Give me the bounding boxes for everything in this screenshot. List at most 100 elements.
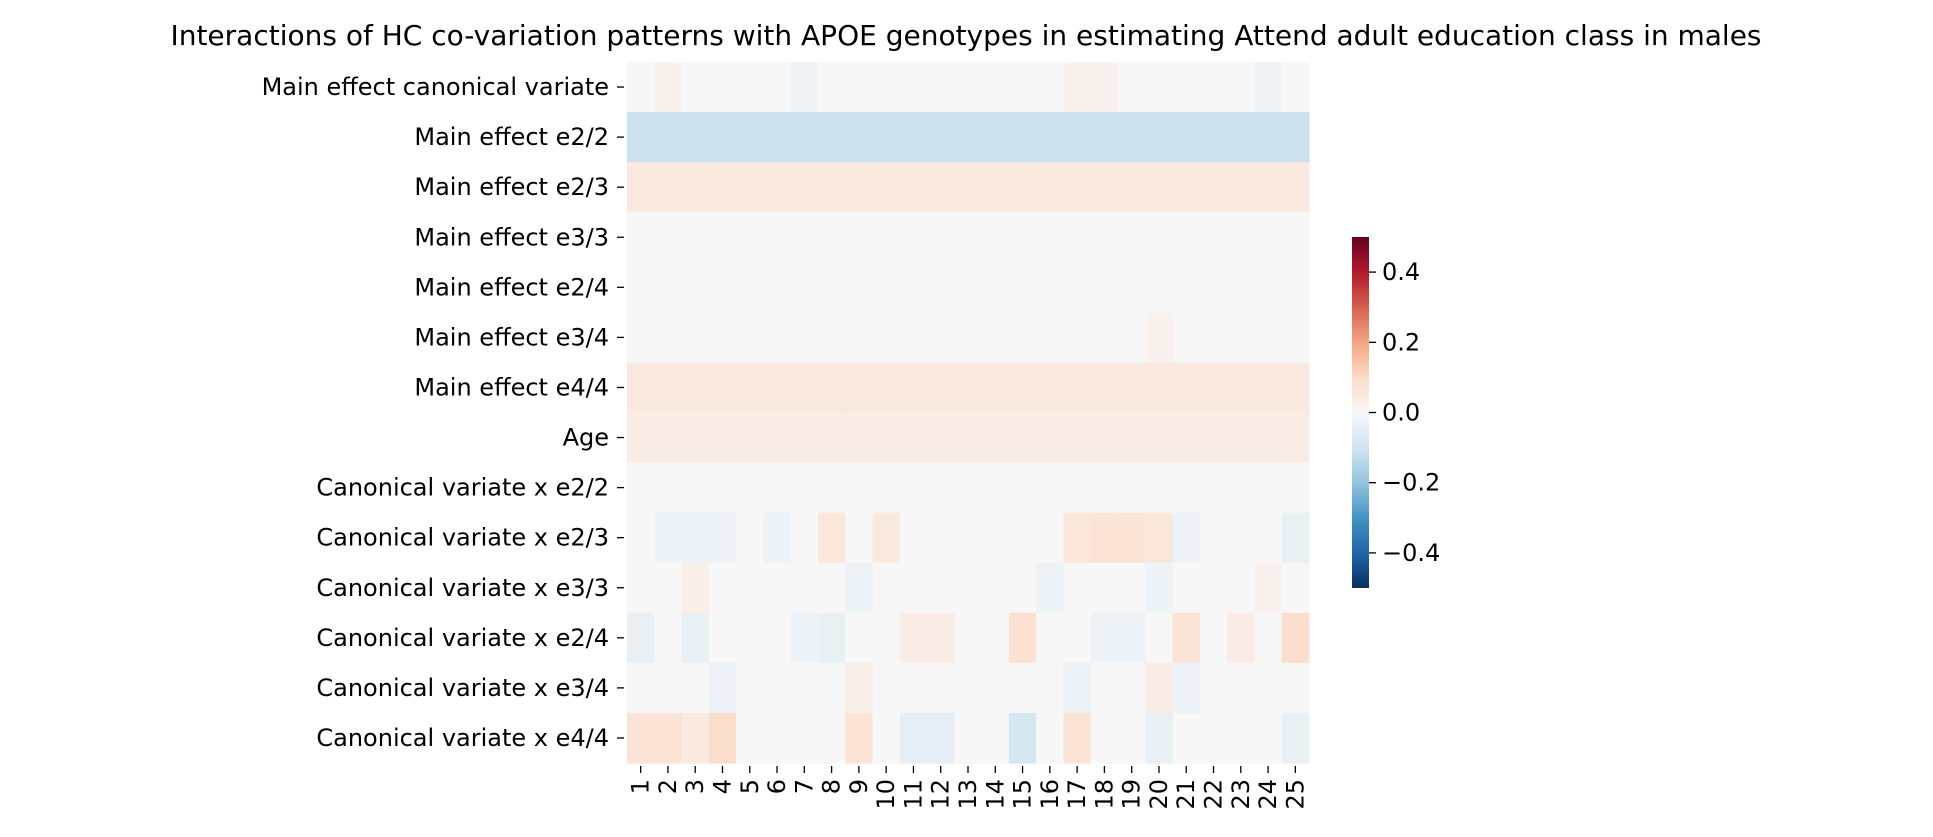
colorbar-tick-label: −0.2 xyxy=(1382,469,1440,497)
heatmap-cell xyxy=(763,462,792,514)
heatmap-cell xyxy=(736,612,764,664)
heatmap-cell xyxy=(954,612,983,664)
heatmap-cell xyxy=(927,662,955,714)
heatmap-cell xyxy=(872,462,901,514)
heatmap-cell xyxy=(1145,362,1174,414)
heatmap-cell xyxy=(1281,212,1310,263)
heatmap-cell xyxy=(1199,312,1228,364)
heatmap-cell xyxy=(981,312,1010,364)
heatmap-cell xyxy=(845,562,874,614)
heatmap-cell xyxy=(1227,612,1256,664)
heatmap-cell xyxy=(872,562,901,614)
heatmap-cell xyxy=(790,462,819,514)
heatmap-cell xyxy=(1172,412,1201,464)
heatmap-cell xyxy=(1008,362,1037,414)
heatmap-cell xyxy=(1008,262,1037,313)
x-tick-label: 21 xyxy=(1172,779,1200,810)
heatmap-cell xyxy=(1063,562,1092,614)
heatmap-cell xyxy=(1199,712,1228,764)
heatmap-cell xyxy=(1118,62,1146,113)
heatmap-cell xyxy=(1281,262,1310,313)
heatmap-cell xyxy=(1118,462,1146,514)
x-tick-label: 10 xyxy=(872,779,900,810)
heatmap-cell xyxy=(899,262,928,313)
heatmap-cell xyxy=(1172,612,1201,664)
heatmap-cell xyxy=(981,412,1010,464)
heatmap-cell xyxy=(627,212,655,263)
x-tick-label: 12 xyxy=(927,779,955,810)
heatmap-cell xyxy=(872,212,901,263)
heatmap-cell xyxy=(790,62,819,113)
heatmap-cell xyxy=(1227,162,1256,213)
heatmap-cell xyxy=(872,362,901,414)
heatmap-cell xyxy=(872,612,901,664)
heatmap-cell xyxy=(1199,462,1228,514)
heatmap-cell xyxy=(845,312,874,364)
heatmap-cell xyxy=(654,712,683,764)
heatmap-cell xyxy=(872,512,901,564)
heatmap-cell xyxy=(954,662,983,714)
x-tick-label: 22 xyxy=(1200,779,1228,810)
heatmap-cell xyxy=(1227,562,1256,614)
heatmap-cell xyxy=(763,512,792,564)
heatmap-cell xyxy=(1281,512,1310,564)
heatmap-cell xyxy=(790,162,819,213)
heatmap-cell xyxy=(927,612,955,664)
heatmap-cell xyxy=(872,262,901,313)
heatmap-cell xyxy=(654,512,683,564)
heatmap-cell xyxy=(1145,562,1174,614)
heatmap-cell xyxy=(627,62,655,113)
heatmap-cell xyxy=(708,462,737,514)
heatmap-cell xyxy=(1172,262,1201,313)
heatmap-cell xyxy=(1090,62,1119,113)
heatmap-cell xyxy=(1281,462,1310,514)
heatmap-cell xyxy=(1254,212,1283,263)
heatmap-cell xyxy=(1199,112,1228,163)
heatmap-cell xyxy=(845,462,874,514)
y-tick-label: Main effect e2/4 xyxy=(414,273,609,301)
colorbar-ticks: 0.4 0.2 0.0 −0.2 −0.4 xyxy=(1369,258,1440,567)
heatmap-cell xyxy=(1281,62,1310,113)
heatmap-cell xyxy=(1008,562,1037,614)
heatmap-cell xyxy=(654,212,683,263)
heatmap-cell xyxy=(845,362,874,414)
heatmap-cell xyxy=(681,462,710,514)
heatmap-cell xyxy=(763,612,792,664)
heatmap-cell xyxy=(817,562,846,614)
heatmap-cell xyxy=(954,212,983,263)
heatmap-cell xyxy=(1036,612,1065,664)
heatmap-cell xyxy=(899,562,928,614)
heatmap-cell xyxy=(817,62,846,113)
x-tick-label: 3 xyxy=(681,779,709,794)
x-tick-label: 18 xyxy=(1090,779,1118,810)
heatmap-cell xyxy=(1118,212,1146,263)
heatmap-cell xyxy=(1254,162,1283,213)
heatmap-cell xyxy=(817,212,846,263)
x-tick-label: 9 xyxy=(845,779,873,794)
heatmap-cell xyxy=(627,612,655,664)
heatmap-cell xyxy=(1063,262,1092,313)
heatmap-cell xyxy=(1281,112,1310,163)
heatmap-cell xyxy=(1199,412,1228,464)
heatmap-cell xyxy=(681,612,710,664)
heatmap-cell xyxy=(1145,712,1174,764)
heatmap-cell xyxy=(1172,162,1201,213)
heatmap-cell xyxy=(817,412,846,464)
heatmap-cell xyxy=(1199,612,1228,664)
heatmap-cell xyxy=(1008,62,1037,113)
heatmap-cell xyxy=(736,462,764,514)
heatmap-cell xyxy=(845,62,874,113)
heatmap-cell xyxy=(708,62,737,113)
heatmap-cell xyxy=(1227,212,1256,263)
heatmap-cell xyxy=(1036,662,1065,714)
heatmap-cell xyxy=(681,312,710,364)
heatmap-cell xyxy=(627,412,655,464)
heatmap-cell xyxy=(981,562,1010,614)
heatmap-cell xyxy=(981,712,1010,764)
heatmap-cell xyxy=(1118,712,1146,764)
heatmap-cell xyxy=(708,712,737,764)
heatmap-cell xyxy=(736,312,764,364)
heatmap-cell xyxy=(627,362,655,414)
x-tick-label: 24 xyxy=(1254,779,1282,810)
heatmap-cell xyxy=(1199,362,1228,414)
